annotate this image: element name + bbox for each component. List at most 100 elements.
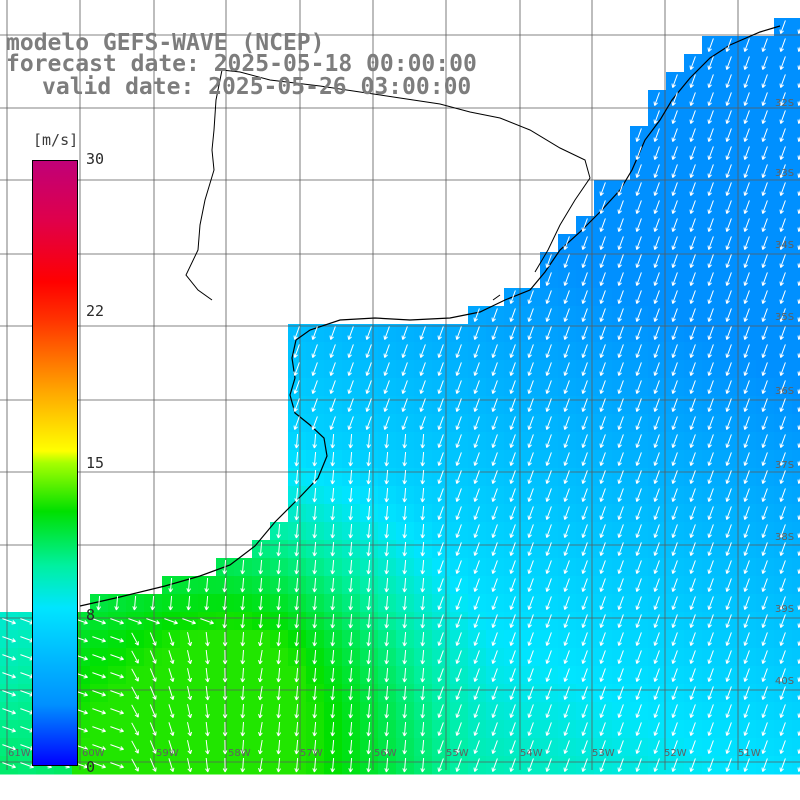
wind-arrow xyxy=(671,560,678,574)
wind-arrow xyxy=(366,559,372,575)
wind-arrow xyxy=(617,380,624,394)
wind-arrow xyxy=(509,614,516,628)
wind-arrow xyxy=(509,326,516,340)
wind-arrow xyxy=(240,685,246,701)
wind-arrow xyxy=(671,308,678,322)
wind-arrow xyxy=(671,254,678,268)
wind-arrow xyxy=(437,596,444,610)
wind-arrow xyxy=(384,469,390,485)
wind-arrow xyxy=(92,636,106,643)
wind-arrow xyxy=(348,559,354,575)
wind-arrow xyxy=(527,308,534,322)
wind-arrow xyxy=(187,650,193,665)
lon-label-57w: 57W xyxy=(300,748,323,759)
wind-arrow xyxy=(797,316,800,322)
wind-arrow xyxy=(149,668,157,682)
wind-arrow xyxy=(653,398,660,412)
wind-arrow xyxy=(527,470,534,484)
wind-arrow xyxy=(581,758,588,772)
wind-arrow xyxy=(527,758,534,772)
field-cell xyxy=(792,468,800,487)
coastline xyxy=(79,25,781,607)
wind-arrow xyxy=(617,272,624,286)
wind-arrow xyxy=(725,398,732,412)
wind-arrow xyxy=(761,182,768,196)
wind-arrow xyxy=(545,290,552,304)
wind-arrow xyxy=(779,578,786,592)
wind-arrow xyxy=(527,614,534,628)
wind-arrow xyxy=(761,758,768,772)
wind-arrow xyxy=(671,272,678,286)
wind-arrow xyxy=(149,722,157,736)
wind-arrow xyxy=(473,344,480,358)
wind-arrow xyxy=(653,128,660,142)
wind-arrow xyxy=(617,398,624,412)
wind-arrow xyxy=(383,416,390,430)
wind-arrow xyxy=(437,668,444,682)
wind-arrow xyxy=(635,722,642,736)
wind-arrow xyxy=(473,434,480,448)
wind-arrow xyxy=(491,416,498,430)
wind-arrow xyxy=(366,451,372,467)
wind-arrow xyxy=(653,362,660,376)
wind-arrow xyxy=(329,326,336,340)
wind-arrow xyxy=(240,559,246,575)
wind-arrow xyxy=(635,524,642,538)
wind-arrow xyxy=(527,344,534,358)
wind-arrow xyxy=(384,721,390,737)
wind-arrow xyxy=(96,595,102,611)
wind-arrow xyxy=(420,451,426,467)
wind-arrow xyxy=(205,721,210,737)
wind-arrow xyxy=(779,596,786,610)
wind-arrow xyxy=(168,704,175,719)
wind-arrow xyxy=(419,362,426,376)
wind-arrow xyxy=(366,541,372,557)
wind-arrow xyxy=(743,524,750,538)
wind-arrow xyxy=(509,650,516,664)
wind-arrow xyxy=(689,218,696,232)
wind-arrow xyxy=(599,272,606,286)
wind-arrow xyxy=(276,577,282,593)
wind-arrow xyxy=(725,164,732,178)
wind-arrow xyxy=(545,254,552,268)
wind-arrow xyxy=(797,28,800,34)
wind-arrow xyxy=(401,416,408,430)
wind-arrow xyxy=(671,380,678,394)
wind-arrow xyxy=(401,326,408,340)
wind-arrow xyxy=(402,667,408,683)
wind-arrow xyxy=(653,164,660,178)
wind-arrow xyxy=(187,632,193,647)
field-cell xyxy=(792,738,800,757)
wind-arrow xyxy=(743,704,750,718)
wind-arrow xyxy=(276,613,282,629)
wind-arrow xyxy=(402,739,408,755)
wind-arrow xyxy=(689,740,696,754)
wind-arrow xyxy=(186,595,192,611)
wind-arrow xyxy=(563,326,570,340)
wind-arrow xyxy=(384,523,390,539)
wind-arrow xyxy=(491,398,498,412)
wind-arrow xyxy=(761,362,768,376)
wind-arrow xyxy=(420,523,426,539)
wind-arrow xyxy=(491,470,498,484)
wind-arrow xyxy=(455,722,462,736)
wind-arrow xyxy=(294,721,300,737)
wind-arrow xyxy=(509,578,516,592)
wind-arrow xyxy=(473,686,480,700)
wind-arrow xyxy=(725,416,732,430)
wind-arrow xyxy=(294,757,300,773)
wind-arrow xyxy=(761,218,768,232)
wind-arrow xyxy=(545,272,552,286)
wind-arrow xyxy=(491,434,498,448)
wind-arrow xyxy=(330,739,336,755)
wind-arrow xyxy=(473,596,480,610)
wind-arrow xyxy=(671,596,678,610)
wind-arrow xyxy=(635,506,642,520)
wind-arrow xyxy=(164,618,178,625)
wind-arrow xyxy=(455,758,462,772)
wind-arrow xyxy=(725,506,732,520)
wind-arrow xyxy=(797,244,800,250)
wind-arrow xyxy=(797,136,800,142)
wind-arrow xyxy=(743,488,750,502)
wind-arrow xyxy=(384,433,390,449)
